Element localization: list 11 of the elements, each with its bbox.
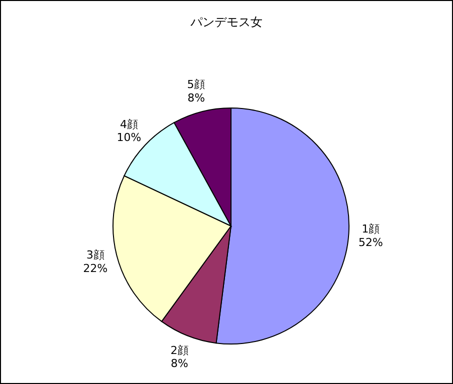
slice-label: 1顔 [362,222,380,236]
data-label: 22% [83,262,108,275]
slice-label: 5顔 [187,78,206,92]
data-label: 52% [358,236,383,249]
slice-label: 2顔 [170,344,188,357]
data-label: 10% [116,131,142,144]
chart-title: パンデモス女 [190,14,264,31]
data-label: 8% [187,91,205,104]
data-label: 8% [170,357,188,370]
slice-label: 4顔 [120,118,138,131]
slice-label: 3顔 [86,248,104,262]
